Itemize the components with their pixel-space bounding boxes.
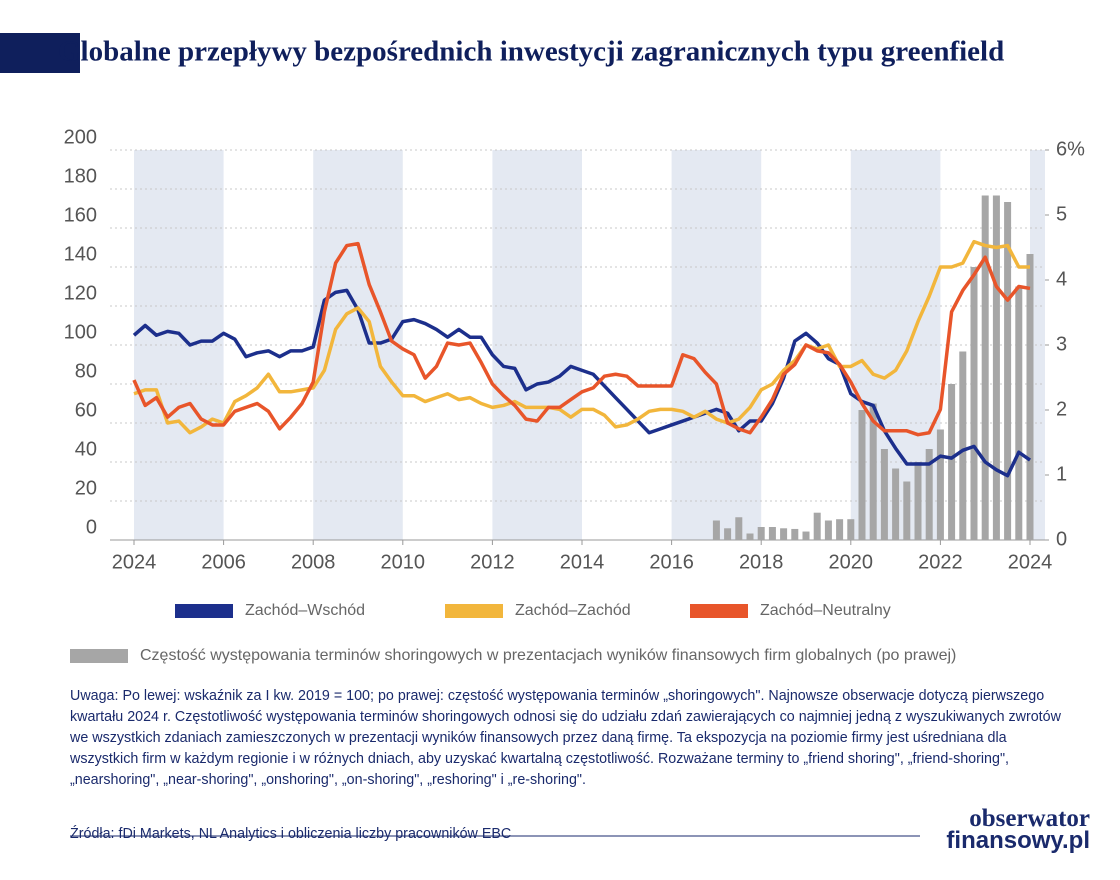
- bar: [948, 384, 956, 540]
- x-tick-label: 2008: [291, 551, 336, 573]
- x-tick-label: 2012: [470, 551, 515, 573]
- bar: [1004, 202, 1012, 540]
- y-tick-label: 40: [75, 438, 97, 460]
- bar: [847, 519, 855, 540]
- bar: [735, 517, 743, 540]
- bar: [768, 527, 776, 540]
- line: [132, 241, 1031, 437]
- chart-title: Globalne przepływy bezpośrednich inwesty…: [58, 36, 1004, 68]
- logo: obserwator finansowy.pl: [930, 805, 1090, 854]
- bar: [836, 519, 844, 540]
- bar: [959, 351, 967, 540]
- band: [1030, 150, 1045, 540]
- y2-tick-label: 5: [1056, 203, 1067, 225]
- y2-tick-label: 4: [1056, 268, 1067, 290]
- y2-tick-label: 2: [1056, 398, 1067, 420]
- y2-tick-label: 0: [1056, 528, 1067, 550]
- bar: [903, 481, 911, 540]
- y-tick-label: 100: [64, 321, 97, 343]
- bar: [936, 429, 944, 540]
- x-tick-label: 2006: [201, 551, 246, 573]
- legend-swatch: [690, 604, 748, 618]
- line: [133, 239, 1030, 435]
- y-tick-label: 60: [75, 399, 97, 421]
- legend-label: Zachód–Neutralny: [760, 602, 891, 619]
- bar: [992, 195, 1000, 540]
- bar: [724, 528, 732, 540]
- bar: [858, 410, 866, 540]
- bar: [746, 533, 754, 540]
- y-tick-label: 0: [86, 516, 97, 538]
- bar: [880, 449, 888, 540]
- x-tick-label: 2014: [560, 551, 605, 573]
- bar: [712, 520, 720, 540]
- bar: [813, 512, 821, 540]
- bar: [1015, 286, 1023, 540]
- logo-top: obserwator: [969, 805, 1090, 832]
- x-tick-label: 2018: [739, 551, 784, 573]
- legend-label: Zachód–Wschód: [245, 602, 365, 619]
- x-tick-label: 2024: [1008, 551, 1053, 573]
- y2-tick-label: 6%: [1056, 138, 1085, 160]
- bar: [892, 468, 900, 540]
- y-tick-label: 140: [64, 243, 97, 265]
- legend-label: Zachód–Zachód: [515, 602, 631, 619]
- y-tick-label: 120: [64, 282, 97, 304]
- legend-swatch: [175, 604, 233, 618]
- x-tick-label: 2024: [112, 551, 157, 573]
- bar: [802, 531, 810, 540]
- logo-bottom: finansowy.pl: [946, 827, 1090, 854]
- x-tick-label: 2020: [829, 551, 874, 573]
- y-tick-label: 20: [75, 477, 97, 499]
- bar: [791, 528, 799, 540]
- x-tick-label: 2022: [918, 551, 963, 573]
- legend-swatch: [445, 604, 503, 618]
- x-tick-label: 2016: [649, 551, 694, 573]
- x-tick-label: 2010: [381, 551, 426, 573]
- bar: [780, 528, 788, 540]
- legend-label: Częstość występowania terminów shoringow…: [140, 647, 956, 664]
- title-bar: [0, 33, 80, 73]
- band: [134, 150, 224, 540]
- legend-swatch: [70, 649, 128, 663]
- bar: [757, 527, 765, 540]
- y-tick-label: 160: [64, 204, 97, 226]
- bar: [869, 403, 877, 540]
- source: Źródła: fDi Markets, NL Analytics i obli…: [70, 826, 512, 842]
- bar: [1026, 254, 1034, 540]
- y-tick-label: 180: [64, 165, 97, 187]
- line: [132, 288, 1032, 478]
- y-tick-label: 200: [64, 126, 97, 148]
- y-tick-label: 80: [75, 360, 97, 382]
- note: Uwaga: Po lewej: wskaźnik za I kw. 2019 …: [70, 688, 1061, 788]
- bar: [914, 462, 922, 540]
- bar: [824, 520, 832, 540]
- bar: [925, 449, 933, 540]
- band: [313, 150, 403, 540]
- band: [492, 150, 582, 540]
- bar: [981, 195, 989, 540]
- bar: [970, 267, 978, 540]
- y2-tick-label: 1: [1056, 463, 1067, 485]
- y2-tick-label: 3: [1056, 333, 1067, 355]
